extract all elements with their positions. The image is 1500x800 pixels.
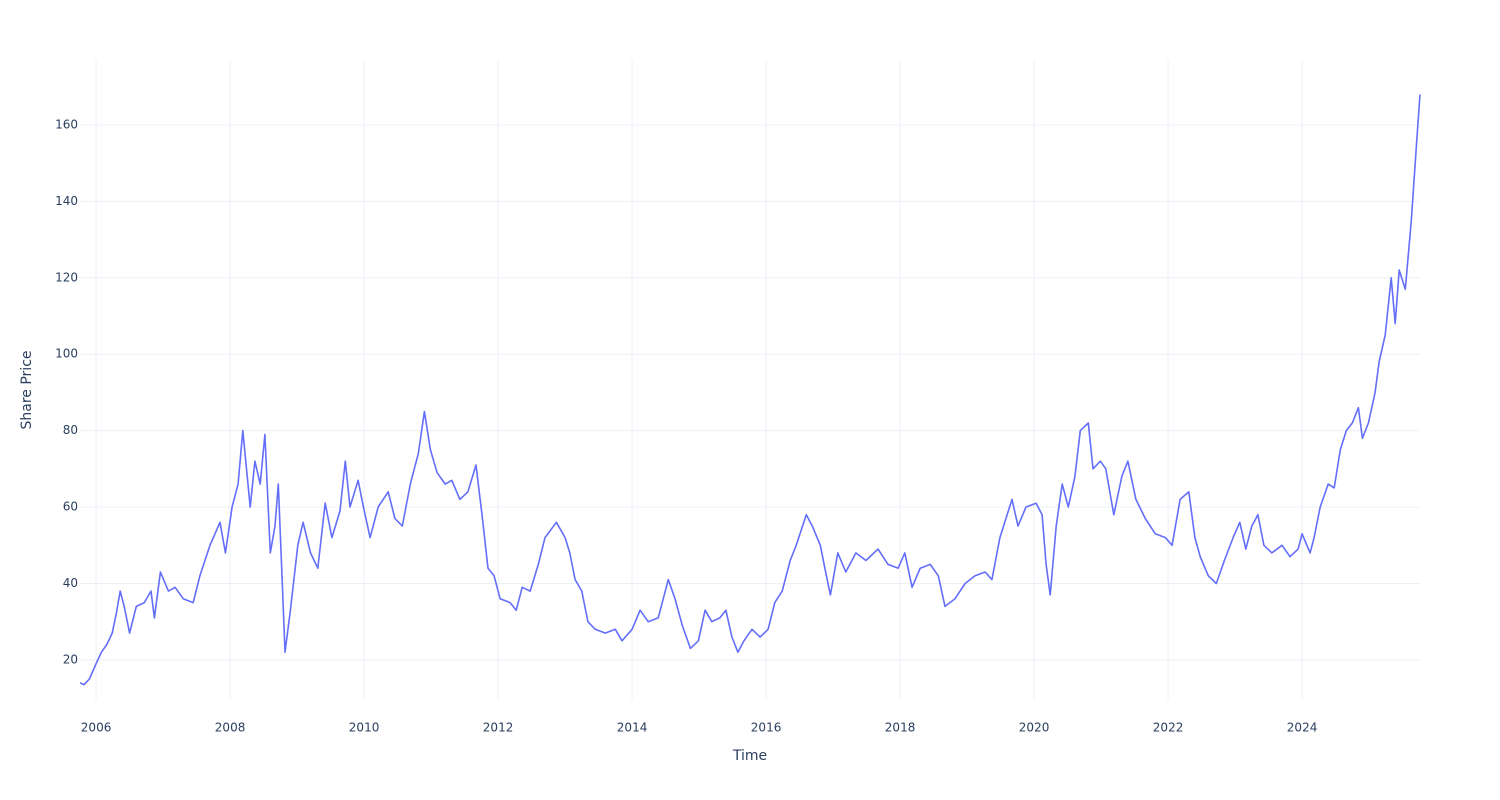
y-tick-label: 100 (55, 347, 78, 361)
x-tick-label: 2014 (617, 721, 648, 735)
x-tick-label: 2006 (81, 721, 112, 735)
y-tick-label: 60 (63, 500, 78, 514)
x-tick-label: 2010 (349, 721, 380, 735)
x-tick-label: 2024 (1287, 721, 1318, 735)
x-tick-label: 2008 (215, 721, 246, 735)
x-tick-label: 2022 (1153, 721, 1184, 735)
price-line (79, 94, 1421, 686)
y-tick-label: 20 (63, 652, 78, 666)
x-axis-title: Time (732, 748, 767, 764)
y-tick-label: 120 (55, 270, 78, 284)
x-tick-label: 2018 (885, 721, 916, 735)
y-axis-title: Share Price (19, 350, 35, 429)
y-tick-label: 40 (63, 576, 78, 590)
y-tick-label: 160 (55, 117, 78, 131)
x-tick-label: 2016 (751, 721, 782, 735)
x-tick-label: 2012 (483, 721, 514, 735)
y-tick-label: 140 (55, 194, 78, 208)
x-tick-label: 2020 (1019, 721, 1050, 735)
y-tick-label: 80 (63, 423, 78, 437)
